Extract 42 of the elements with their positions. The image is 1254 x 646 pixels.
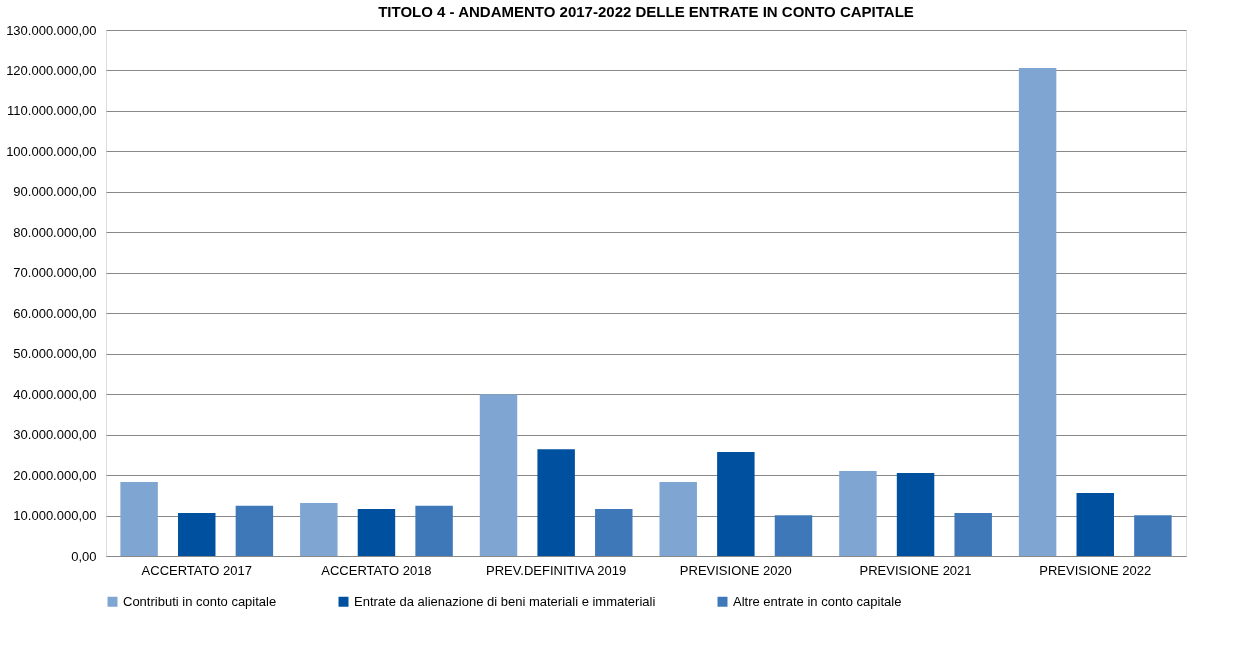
bar bbox=[659, 481, 697, 556]
y-tick-label: 10.000.000,00 bbox=[13, 508, 97, 524]
bar bbox=[774, 515, 813, 556]
bar bbox=[415, 505, 453, 556]
y-tick-label: 90.000.000,00 bbox=[13, 184, 97, 200]
bar bbox=[120, 481, 158, 556]
y-tick-label: 100.000.000,00 bbox=[6, 143, 97, 159]
y-tick-label: 120.000.000,00 bbox=[6, 62, 97, 78]
bar bbox=[178, 513, 216, 556]
legend-label: Altre entrate in conto capitale bbox=[733, 593, 902, 609]
x-tick-label: ACCERTATO 2018 bbox=[321, 562, 432, 578]
bar bbox=[1018, 68, 1057, 556]
legend-label: Contributi in conto capitale bbox=[123, 593, 277, 609]
x-tick-label: PREVISIONE 2022 bbox=[1039, 562, 1152, 578]
bar bbox=[896, 473, 935, 556]
bar bbox=[235, 505, 274, 556]
bar bbox=[595, 509, 633, 556]
y-tick-label: 70.000.000,00 bbox=[13, 265, 97, 281]
bar bbox=[537, 449, 575, 556]
bar bbox=[717, 452, 755, 556]
y-tick-label: 50.000.000,00 bbox=[13, 346, 97, 362]
y-tick-label: 80.000.000,00 bbox=[13, 224, 97, 240]
y-tick-label: 30.000.000,00 bbox=[13, 427, 97, 443]
chart-title: TITOLO 4 - ANDAMENTO 2017-2022 DELLE ENTRATE IN CONTO CAPITALE bbox=[378, 3, 914, 20]
y-tick-label: 40.000.000,00 bbox=[13, 386, 97, 402]
bar bbox=[1076, 492, 1114, 556]
x-tick-label: PREV.DEFINITIVA 2019 bbox=[486, 562, 627, 578]
bar bbox=[954, 513, 992, 556]
bar bbox=[479, 394, 518, 556]
bar bbox=[300, 503, 338, 556]
x-tick-label: PREVISIONE 2020 bbox=[679, 562, 792, 578]
y-tick-label: 20.000.000,00 bbox=[13, 467, 97, 483]
bar bbox=[357, 509, 396, 556]
x-tick-label: ACCERTATO 2017 bbox=[141, 562, 252, 578]
y-tick-label: 0,00 bbox=[71, 548, 97, 564]
y-tick-label: 60.000.000,00 bbox=[13, 305, 97, 321]
bar bbox=[1134, 515, 1172, 556]
y-tick-label: 130.000.000,00 bbox=[6, 22, 97, 38]
legend-label: Entrate da alienazione di beni materiali e immateriali bbox=[354, 593, 656, 609]
x-tick-label: PREVISIONE 2021 bbox=[859, 562, 972, 578]
y-tick-label: 110.000.000,00 bbox=[7, 103, 97, 119]
bar bbox=[839, 471, 877, 556]
